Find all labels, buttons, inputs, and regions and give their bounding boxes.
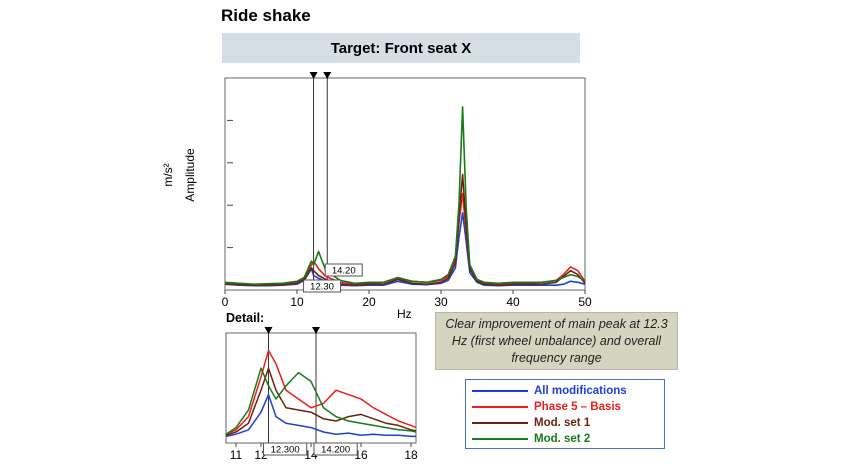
- legend-label: Mod. set 2: [534, 433, 591, 445]
- detail-series-line: [225, 367, 417, 435]
- detail-series-line: [225, 393, 416, 438]
- legend-label: Phase 5 – Basis: [534, 401, 621, 413]
- main-marker-arrow: [323, 72, 332, 79]
- detail-x-tick-label: 11: [230, 448, 243, 462]
- legend-item: Mod. set 1: [472, 415, 658, 431]
- main-x-tick-label: 30: [434, 295, 448, 309]
- legend-item: Mod. set 2: [472, 431, 658, 447]
- detail-title: Detail:: [226, 311, 264, 325]
- detail-marker-value-label: 12.300: [271, 445, 300, 456]
- main-series-line: [224, 173, 586, 286]
- detail-marker-value-label: 14.200: [321, 445, 350, 456]
- detail-x-tick-label: 18: [404, 448, 418, 462]
- legend-swatch: [472, 390, 528, 392]
- main-marker-value-box: [324, 263, 363, 277]
- legend-swatch: [472, 438, 528, 440]
- main-marker-value-box: [303, 279, 342, 293]
- legend-item: Phase 5 – Basis: [472, 399, 658, 415]
- detail-x-tick-label: 16: [354, 448, 368, 462]
- main-plot-frame: [224, 77, 586, 291]
- main-x-tick-label: 10: [290, 295, 304, 309]
- legend-label: All modifications: [534, 385, 627, 397]
- detail-series-line: [225, 367, 417, 437]
- detail-marker-arrow: [312, 327, 320, 334]
- main-x-tick-label: 50: [578, 295, 592, 309]
- main-marker-value-label: 14.20: [332, 266, 356, 277]
- legend-swatch: [472, 406, 528, 408]
- detail-series-line: [225, 349, 417, 435]
- detail-marker-arrow: [264, 327, 273, 334]
- detail-marker-value-box: [313, 442, 358, 456]
- x-axis-label: Hz: [397, 307, 412, 321]
- main-marker-value-label: 12.30: [310, 282, 334, 293]
- chart-target-banner: Target: Front seat X: [222, 33, 580, 63]
- legend-swatch: [472, 422, 528, 424]
- annotation-note: Clear improvement of main peak at 12.3 H…: [435, 312, 678, 370]
- page-title: Ride shake: [221, 6, 311, 25]
- main-x-tick-label: 0: [222, 295, 229, 309]
- chart-legend: All modifications Phase 5 – Basis Mod. set…: [465, 379, 665, 449]
- detail-marker-value-box: [263, 442, 308, 456]
- main-series-line: [224, 106, 586, 285]
- main-x-tick-label: 20: [362, 295, 376, 309]
- main-marker-arrow: [309, 72, 318, 79]
- legend-label: Mod. set 1: [534, 417, 591, 429]
- legend-item: All modifications: [472, 383, 658, 399]
- main-x-tick-label: 40: [506, 295, 520, 309]
